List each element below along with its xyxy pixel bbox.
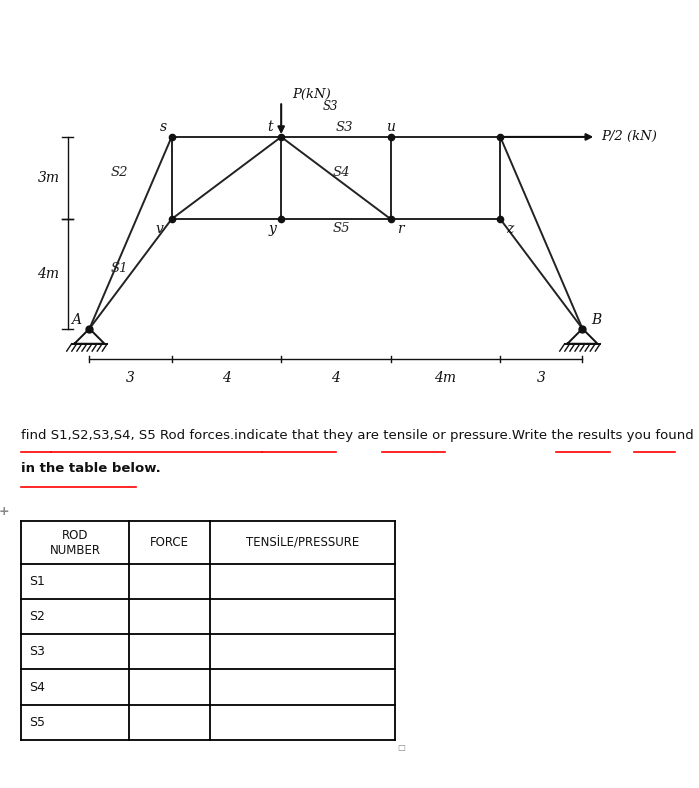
Text: 4: 4 [222,371,231,385]
Text: 3m: 3m [37,171,59,185]
Text: S1: S1 [111,262,129,275]
Text: 4: 4 [331,371,340,385]
Text: 4m: 4m [435,371,456,385]
Text: TENSİLE/PRESSURE: TENSİLE/PRESSURE [245,536,359,549]
Text: S3: S3 [29,645,45,659]
Text: FORCE: FORCE [150,536,189,549]
Text: S2: S2 [29,610,45,623]
Text: S4: S4 [333,166,350,179]
Text: +: + [0,504,9,518]
Text: z: z [506,221,514,236]
Text: S1: S1 [29,575,45,588]
Text: in the table below.: in the table below. [21,462,161,475]
Text: B: B [591,314,601,328]
Text: u: u [387,121,395,134]
Text: S2: S2 [111,166,129,179]
Text: ROD
NUMBER: ROD NUMBER [50,529,101,556]
Text: t: t [268,121,273,134]
Text: v: v [155,221,164,236]
Text: S3: S3 [322,100,338,113]
Text: S5: S5 [29,716,45,729]
Text: 3: 3 [537,371,546,385]
Text: 3: 3 [126,371,135,385]
Text: y: y [269,221,277,236]
Text: r: r [397,221,403,236]
Text: S4: S4 [29,681,45,693]
Text: 4m: 4m [37,267,59,281]
Text: □: □ [398,743,405,752]
Text: S5: S5 [333,222,350,235]
Text: S3: S3 [336,121,353,134]
Text: find S1,S2,S3,S4, S5 Rod forces.indicate that they are tensile or pressure.Write: find S1,S2,S3,S4, S5 Rod forces.indicate… [21,429,693,442]
Text: s: s [160,121,167,134]
Text: P(kN): P(kN) [292,88,331,101]
Text: P/2 (kN): P/2 (kN) [602,131,658,143]
Text: A: A [71,314,81,328]
